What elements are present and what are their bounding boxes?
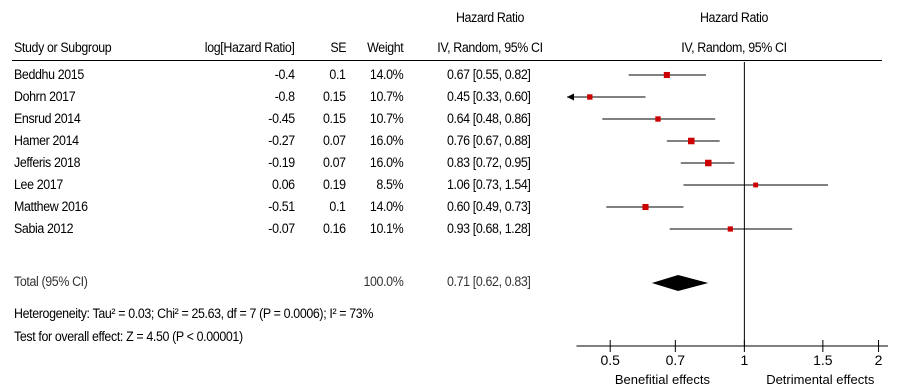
weight-value: 16.0% bbox=[369, 133, 404, 148]
se-value: 0.1 bbox=[329, 67, 347, 82]
total-ci: 0.71 [0.62, 0.83] bbox=[447, 274, 531, 289]
method-right-header: IV, Random, 95% CI bbox=[681, 40, 787, 55]
ci-value: 0.60 [0.49, 0.73] bbox=[447, 199, 531, 214]
study-name: Beddhu 2015 bbox=[14, 67, 84, 82]
loghr-value: -0.27 bbox=[268, 133, 296, 148]
benefitial-effects-label: Benefitial effects bbox=[615, 372, 711, 387]
x-tick-label: 0.5 bbox=[600, 352, 620, 368]
total-weight: 100.0% bbox=[363, 274, 403, 289]
hr-title-left: Hazard Ratio bbox=[455, 10, 525, 25]
x-tick-label: 1 bbox=[740, 352, 748, 368]
x-tick-label: 0.7 bbox=[666, 352, 686, 368]
weight-value: 14.0% bbox=[369, 67, 404, 82]
study-name: Hamer 2014 bbox=[14, 133, 79, 148]
study-marker bbox=[663, 71, 670, 79]
hr-title-right: Hazard Ratio bbox=[699, 10, 769, 25]
study-marker bbox=[587, 94, 593, 100]
study-column-header: Study or Subgroup bbox=[14, 40, 112, 55]
se-value: 0.16 bbox=[323, 221, 346, 236]
ci-value: 0.93 [0.68, 1.28] bbox=[447, 221, 531, 236]
loghr-column-header: log[Hazard Ratio] bbox=[205, 40, 295, 55]
heterogeneity-text: Heterogeneity: Tau² = 0.03; Chi² = 25.63… bbox=[14, 306, 374, 321]
study-name: Sabia 2012 bbox=[14, 221, 74, 236]
weight-column-header: Weight bbox=[366, 40, 404, 55]
loghr-value: -0.8 bbox=[275, 89, 295, 104]
ci-arrow bbox=[567, 93, 574, 101]
ci-value: 1.06 [0.73, 1.54] bbox=[447, 177, 531, 192]
study-marker bbox=[687, 137, 695, 145]
study-name: Lee 2017 bbox=[14, 177, 63, 192]
study-name: Matthew 2016 bbox=[14, 199, 88, 214]
pooled-diamond bbox=[651, 275, 709, 291]
header-divider-plot bbox=[567, 60, 882, 61]
loghr-value: -0.45 bbox=[268, 111, 296, 126]
weight-value: 10.7% bbox=[369, 111, 404, 126]
se-value: 0.1 bbox=[329, 199, 347, 214]
detrimental-effects-label: Detrimental effects bbox=[766, 372, 875, 387]
overall-effect-text: Test for overall effect: Z = 4.50 (P < 0… bbox=[14, 329, 243, 344]
weight-value: 16.0% bbox=[369, 155, 404, 170]
loghr-value: 0.06 bbox=[272, 177, 295, 192]
x-tick-label: 1.5 bbox=[813, 352, 833, 368]
study-name: Dohrn 2017 bbox=[14, 89, 76, 104]
ci-value: 0.67 [0.55, 0.82] bbox=[447, 67, 531, 82]
se-value: 0.15 bbox=[323, 111, 346, 126]
ci-value: 0.76 [0.67, 0.88] bbox=[447, 133, 531, 148]
se-value: 0.15 bbox=[323, 89, 346, 104]
weight-value: 14.0% bbox=[369, 199, 404, 214]
study-name: Jefferis 2018 bbox=[14, 155, 81, 170]
study-marker bbox=[642, 203, 649, 211]
loghr-value: -0.07 bbox=[268, 221, 296, 236]
study-marker bbox=[655, 116, 661, 122]
ci-value: 0.45 [0.33, 0.60] bbox=[447, 89, 531, 104]
study-marker bbox=[727, 226, 733, 232]
se-value: 0.07 bbox=[323, 155, 346, 170]
se-column-header: SE bbox=[330, 40, 346, 55]
se-value: 0.07 bbox=[323, 133, 346, 148]
weight-value: 10.1% bbox=[369, 221, 404, 236]
ci-value: 0.64 [0.48, 0.86] bbox=[447, 111, 531, 126]
method-left-header: IV, Random, 95% CI bbox=[437, 40, 543, 55]
study-name: Ensrud 2014 bbox=[14, 111, 81, 126]
total-label: Total (95% CI) bbox=[14, 274, 88, 289]
loghr-value: -0.51 bbox=[268, 199, 296, 214]
loghr-value: -0.19 bbox=[268, 155, 296, 170]
study-marker bbox=[705, 159, 712, 167]
study-marker bbox=[753, 182, 759, 188]
loghr-value: -0.4 bbox=[275, 67, 295, 82]
header-divider bbox=[12, 60, 572, 61]
weight-value: 10.7% bbox=[369, 89, 404, 104]
se-value: 0.19 bbox=[323, 177, 346, 192]
weight-value: 8.5% bbox=[376, 177, 403, 192]
x-tick-label: 2 bbox=[875, 352, 883, 368]
ci-value: 0.83 [0.72, 0.95] bbox=[447, 155, 531, 170]
